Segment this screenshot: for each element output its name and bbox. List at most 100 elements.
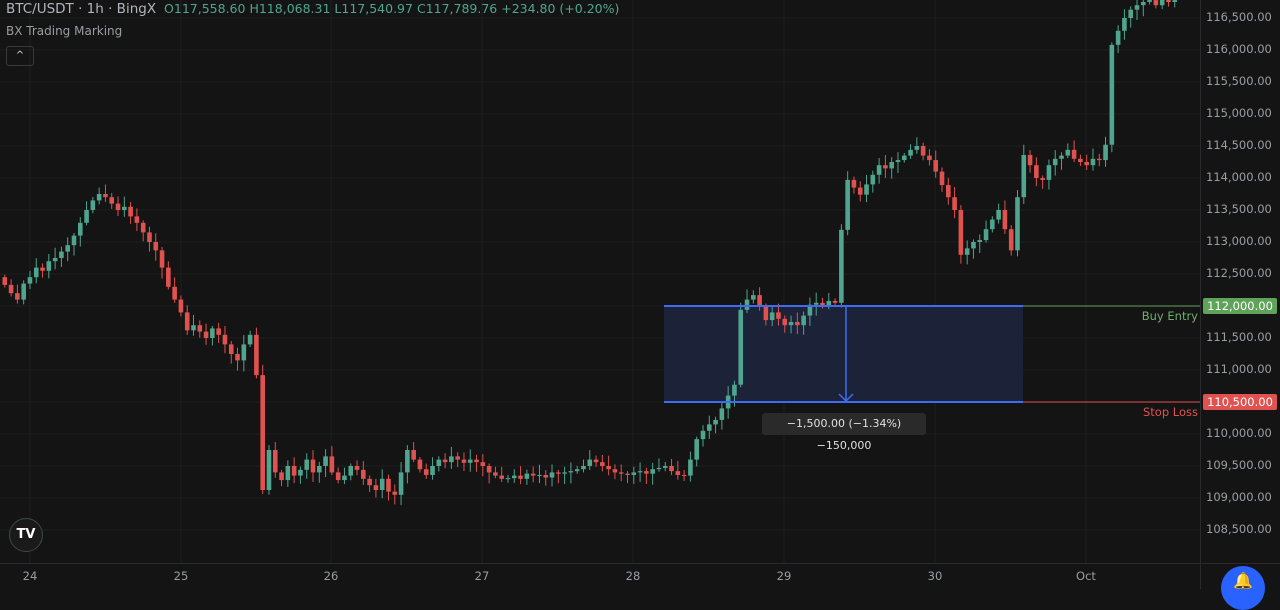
price-tick-label: 109,000.00 (1206, 490, 1272, 504)
candle-body (21, 283, 26, 300)
candle-body (543, 474, 549, 478)
candle-body (436, 459, 442, 466)
candle-body (795, 322, 800, 326)
indicator-name[interactable]: BX Trading Marking (6, 24, 123, 38)
candle-body (732, 384, 737, 396)
candle-body (895, 160, 901, 162)
candle-body (386, 478, 391, 492)
candle-body (247, 334, 253, 345)
candle-body (719, 408, 725, 420)
price-tick-label: 115,000.00 (1206, 106, 1272, 120)
time-tick-label: 25 (173, 569, 189, 583)
candle-body (430, 466, 435, 475)
ohlc-values: O117,558.60 H118,068.31 L117,540.97 C117… (164, 1, 619, 16)
candle-body (266, 450, 272, 490)
candle-body (574, 469, 580, 472)
candle-body (568, 471, 574, 473)
candle-body (222, 334, 228, 345)
candle-body (442, 459, 448, 463)
candle-body (782, 318, 788, 326)
candle-body (656, 467, 662, 470)
candle-body (769, 312, 775, 321)
candle-body (1109, 44, 1115, 145)
candle-body (870, 174, 876, 185)
candle-body (946, 185, 951, 198)
low-value: 117,540.97 (341, 1, 413, 16)
candle-body (600, 462, 605, 466)
candle-body (147, 232, 152, 242)
candle-body (310, 459, 316, 473)
candle-body (832, 300, 838, 303)
candle-body (122, 206, 127, 210)
candle-body (184, 312, 190, 331)
candle-body (1040, 178, 1045, 180)
candle-body (631, 472, 637, 475)
candle-body (1159, 0, 1165, 6)
candle-body (241, 344, 247, 361)
candle-body (662, 466, 668, 468)
candle-body (933, 160, 939, 172)
candle-body (845, 179, 850, 230)
candle-body (342, 475, 347, 481)
candle-body (329, 456, 335, 473)
candle-body (71, 235, 77, 246)
candle-body (744, 299, 750, 310)
candle-body (562, 472, 567, 474)
candle-body (1059, 155, 1064, 159)
candle-body (1015, 197, 1020, 251)
candle-body (272, 450, 278, 473)
candle-body (317, 466, 322, 473)
candle-body (920, 146, 926, 156)
symbol-title[interactable]: BTC/USDT · 1h · BingX (6, 1, 157, 17)
candle-body (688, 459, 693, 476)
stop-price-badge: 110,500.00 (1203, 394, 1277, 410)
candle-body (864, 184, 869, 195)
candle-body (33, 267, 39, 278)
candlestick-chart[interactable] (0, 0, 1280, 589)
candle-body (1002, 210, 1008, 230)
candle-body (405, 450, 410, 473)
time-tick-label: 30 (927, 569, 943, 583)
stop-loss-label: Stop Loss (1142, 405, 1198, 419)
candle-body (40, 267, 45, 271)
candle-body (304, 459, 310, 470)
symbol-legend: BTC/USDT · 1h · BingX O117,558.60 H118,0… (6, 1, 619, 17)
tradingview-logo[interactable]: TV (9, 518, 43, 552)
candle-body (694, 439, 699, 460)
candle-body (197, 325, 203, 332)
candle-body (971, 242, 976, 249)
candle-body (1147, 0, 1152, 2)
position-box (664, 306, 1023, 402)
candle-body (1134, 5, 1140, 10)
candle-body (612, 469, 618, 473)
close-label: C (416, 1, 426, 16)
candle-body (681, 474, 687, 476)
candle-body (820, 302, 825, 306)
candle-body (493, 472, 498, 476)
candle-body (977, 240, 983, 242)
candle-body (210, 328, 215, 338)
candle-body (235, 354, 240, 361)
price-tick-label: 114,500.00 (1206, 138, 1272, 152)
bell-plus-icon[interactable]: 🔔 (1221, 566, 1265, 610)
candle-body (335, 472, 341, 481)
candle-body (524, 473, 530, 479)
candle-body (480, 462, 486, 466)
chevron-up-icon[interactable]: ^ (6, 46, 34, 66)
time-tick-label: 26 (323, 569, 339, 583)
candle-body (392, 491, 398, 495)
candle-body (1027, 154, 1033, 166)
candle-body (713, 419, 718, 425)
candle-body (826, 300, 832, 306)
candle-body (90, 200, 96, 210)
candle-body (801, 315, 806, 326)
candle-body (876, 165, 882, 175)
arrow-down-icon (838, 393, 854, 403)
candle-body (851, 179, 857, 188)
candle-body (813, 302, 819, 305)
price-tick-label: 116,000.00 (1206, 42, 1272, 56)
price-tick-label: 112,500.00 (1206, 266, 1272, 280)
candle-body (549, 472, 555, 478)
candle-body (159, 250, 165, 268)
candle-body (788, 322, 794, 326)
